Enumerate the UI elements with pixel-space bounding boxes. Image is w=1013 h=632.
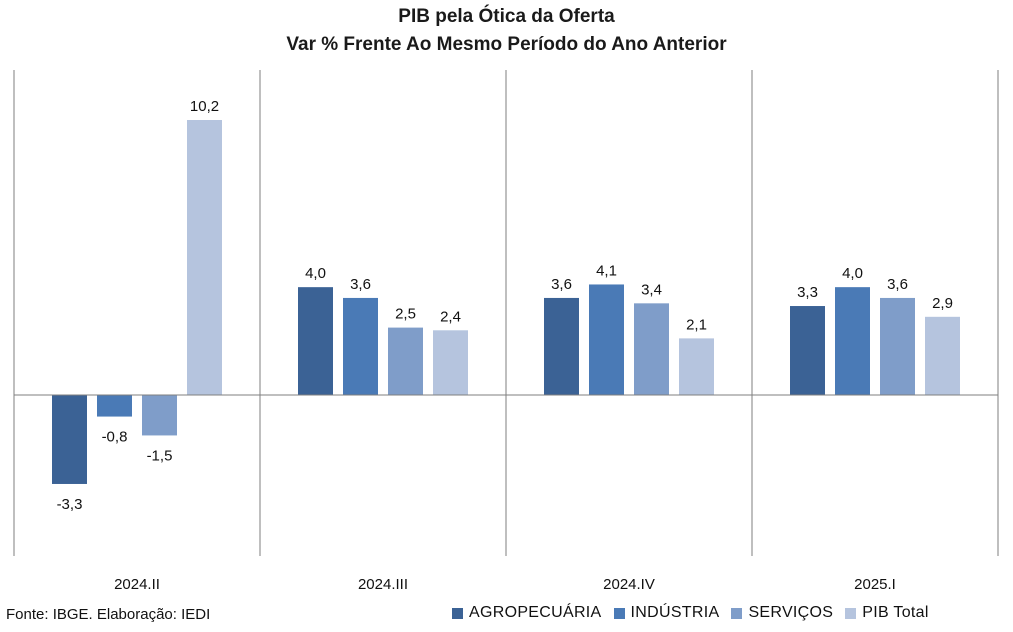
data-label: 4,1 (596, 262, 617, 279)
bar (97, 395, 132, 417)
data-label: 2,9 (932, 295, 953, 312)
legend-swatch (613, 607, 625, 619)
data-label: 4,0 (305, 265, 326, 282)
x-tick-label: 2024.IV (603, 576, 655, 593)
legend-label: INDÚSTRIA (630, 604, 720, 621)
data-label: 3,6 (887, 276, 908, 293)
data-label: 3,4 (641, 281, 662, 298)
chart-title: PIB pela Ótica da Oferta (398, 6, 615, 27)
data-label: 3,3 (797, 284, 818, 301)
bar (634, 303, 669, 395)
legend-swatch (731, 607, 743, 619)
data-label: 3,6 (551, 276, 572, 293)
bar (187, 120, 222, 395)
bar (589, 284, 624, 395)
data-label: 10,2 (190, 98, 219, 115)
bar (298, 287, 333, 395)
x-tick-label: 2025.I (854, 576, 896, 593)
bar (679, 338, 714, 395)
bar-chart: -3,3 -0,8 -1,5 10,2 2024.II 4,0 3,6 2,5 2,4 2024.… (13, 70, 999, 593)
data-label: -1,5 (147, 447, 173, 464)
legend-item: INDÚSTRIA (613, 604, 720, 622)
legend-label: SERVIÇOS (748, 604, 834, 621)
bar (544, 297, 579, 395)
data-label: 3,6 (350, 276, 371, 293)
source-note: Fonte: IBGE. Elaboração: IEDI (6, 606, 211, 623)
legend-item: PIB Total (845, 604, 928, 622)
bar (880, 297, 915, 395)
data-label: 2,4 (440, 308, 461, 325)
bar (433, 330, 468, 395)
legend-item: AGROPECUÁRIA (452, 604, 602, 622)
bar (388, 327, 423, 395)
bar (835, 287, 870, 395)
legend-label: PIB Total (862, 604, 929, 621)
chart-subtitle: Var % Frente Ao Mesmo Período do Ano Ant… (286, 34, 727, 55)
legend-swatch (452, 607, 463, 619)
data-label: 2,1 (686, 316, 707, 333)
data-label: 2,5 (395, 306, 416, 323)
x-tick-label: 2024.II (114, 576, 160, 593)
legend-label: AGROPECUÁRIA (469, 604, 602, 621)
data-label: -3,3 (57, 496, 83, 513)
bar (925, 316, 960, 395)
bar (790, 306, 825, 395)
legend-item: SERVIÇOS (731, 604, 833, 622)
bar (343, 297, 378, 395)
legend: AGROPECUÁRIA INDÚSTRIA SERVIÇOS PIB Total (452, 604, 941, 622)
data-label: 4,0 (842, 265, 863, 282)
bar (52, 395, 87, 484)
data-label: -0,8 (102, 429, 128, 446)
bar (142, 395, 177, 436)
legend-swatch (845, 607, 857, 619)
x-tick-label: 2024.III (358, 576, 408, 593)
